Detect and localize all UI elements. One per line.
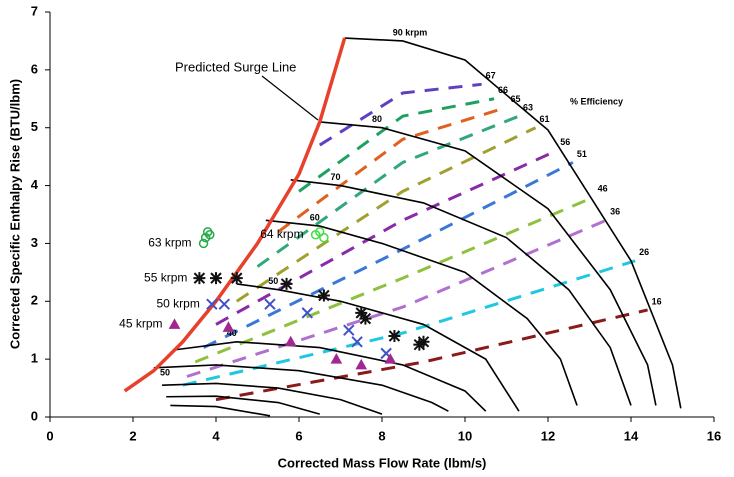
efficiency-label: 26 bbox=[639, 247, 649, 257]
efficiency-line bbox=[256, 114, 520, 268]
x-tick-label: 2 bbox=[129, 428, 136, 443]
efficiency-label: 51 bbox=[577, 149, 587, 159]
test-point bbox=[301, 307, 314, 319]
speed-label: 40 bbox=[227, 328, 237, 338]
test-point-label: 50 krpm bbox=[156, 296, 199, 310]
speed-line bbox=[170, 404, 271, 417]
test-point bbox=[205, 230, 215, 240]
x-tick-label: 12 bbox=[541, 428, 555, 443]
test-point bbox=[210, 272, 222, 285]
test-point bbox=[284, 335, 297, 347]
test-point bbox=[280, 277, 293, 290]
efficiency-label: 36 bbox=[610, 207, 620, 217]
speed-line bbox=[344, 37, 682, 409]
annotation: % Efficiency bbox=[570, 96, 623, 106]
x-axis-title: Corrected Mass Flow Rate (lbm/s) bbox=[278, 455, 487, 470]
speed-line bbox=[174, 340, 487, 412]
efficiency-label: 65 bbox=[511, 94, 521, 104]
y-tick-label: 5 bbox=[31, 119, 38, 134]
speed-label: 70 bbox=[331, 172, 341, 182]
y-tick-label: 7 bbox=[31, 3, 38, 18]
test-point bbox=[355, 306, 368, 319]
y-axis-title: Corrected Specific Enthalpy Rise (BTU/lb… bbox=[7, 79, 22, 349]
efficiency-line bbox=[194, 195, 595, 364]
y-tick-label: 2 bbox=[31, 293, 38, 308]
speed-line bbox=[162, 382, 383, 415]
test-point-label: 45 krpm bbox=[119, 317, 162, 331]
efficiency-label: 46 bbox=[598, 184, 608, 194]
test-point bbox=[384, 353, 397, 364]
test-point bbox=[330, 353, 343, 364]
speed-line bbox=[265, 219, 578, 406]
test-point bbox=[343, 324, 355, 336]
test-point-label: 55 krpm bbox=[144, 270, 187, 284]
efficiency-line bbox=[215, 308, 648, 402]
x-tick-label: 10 bbox=[458, 428, 472, 443]
speed-label: 50 bbox=[268, 276, 278, 286]
test-point bbox=[319, 232, 329, 243]
x-tick-label: 4 bbox=[212, 428, 220, 443]
efficiency-label: 61 bbox=[540, 114, 550, 124]
test-point bbox=[206, 298, 218, 310]
efficiency-label: 16 bbox=[652, 296, 662, 306]
speed-label: 80 bbox=[372, 114, 382, 124]
test-point bbox=[417, 335, 430, 348]
efficiency-line bbox=[277, 106, 507, 234]
test-point bbox=[230, 272, 243, 285]
test-point bbox=[317, 289, 330, 302]
efficiency-label: 63 bbox=[523, 103, 533, 113]
test-point bbox=[193, 272, 206, 285]
x-tick-label: 14 bbox=[624, 428, 639, 443]
test-point bbox=[355, 358, 368, 370]
speed-label: 60 bbox=[310, 212, 320, 222]
speed-line bbox=[290, 178, 632, 406]
x-tick-label: 6 bbox=[295, 428, 302, 443]
speed-line bbox=[236, 283, 520, 412]
test-point bbox=[264, 298, 276, 310]
y-tick-label: 6 bbox=[31, 61, 38, 76]
efficiency-line bbox=[186, 218, 607, 378]
test-point bbox=[359, 312, 372, 325]
y-tick-label: 3 bbox=[31, 235, 38, 250]
test-point bbox=[388, 330, 401, 342]
annotation: Predicted Surge Line bbox=[175, 59, 296, 74]
speed-label: 90 krpm bbox=[393, 27, 428, 37]
speed-line bbox=[153, 364, 449, 412]
efficiency-line bbox=[298, 97, 495, 193]
x-tick-label: 0 bbox=[46, 428, 53, 443]
y-tick-label: 4 bbox=[31, 177, 39, 192]
y-tick-label: 0 bbox=[31, 408, 38, 423]
efficiency-line bbox=[318, 82, 482, 147]
test-point-label: 63 krpm bbox=[148, 236, 191, 250]
efficiency-line bbox=[202, 161, 574, 349]
annotation-arrow bbox=[261, 75, 319, 121]
efficiency-line bbox=[235, 126, 537, 303]
test-point bbox=[168, 318, 181, 329]
efficiency-label: 67 bbox=[486, 71, 496, 81]
efficiency-label: 66 bbox=[498, 85, 508, 95]
test-point bbox=[351, 336, 363, 348]
speed-line bbox=[166, 395, 320, 415]
test-point bbox=[222, 321, 235, 332]
y-tick-label: 1 bbox=[31, 351, 38, 366]
x-tick-label: 8 bbox=[378, 428, 385, 443]
test-point bbox=[218, 298, 231, 310]
speed-line bbox=[319, 121, 657, 406]
efficiency-label: 56 bbox=[560, 137, 570, 147]
test-point bbox=[198, 238, 209, 249]
test-point-label: 64 krpm bbox=[260, 227, 303, 241]
x-tick-label: 16 bbox=[707, 428, 721, 443]
annotation: 50 bbox=[160, 367, 170, 377]
